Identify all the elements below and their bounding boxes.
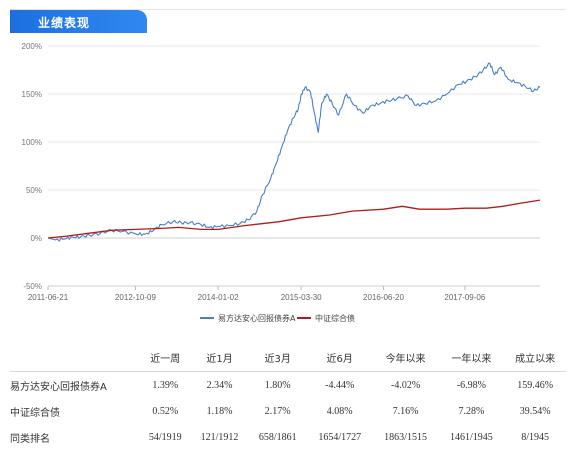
table-cell: -4.02% xyxy=(390,379,421,391)
chart-grid xyxy=(48,45,540,287)
y-tick-label: -50% xyxy=(23,282,42,291)
table-cell: -4.44% xyxy=(325,379,355,391)
y-tick-label: 50% xyxy=(26,186,42,195)
x-tick-label: 2016-06-20 xyxy=(363,293,404,302)
table-cell: 1461/1945 xyxy=(450,431,493,443)
table-cell: -6.98% xyxy=(456,379,487,391)
table-cell: 1.80% xyxy=(264,379,291,391)
performance-chart: -50% 0% 50% 100% 150% 200% 2011-06-21 2012-10-… xyxy=(22,42,541,323)
table-row: 中证综合债 0.52% 1.18% 2.17% 4.08% 7.16% 7.28% 39.54… xyxy=(10,398,566,424)
section-title: 业绩表现 xyxy=(38,16,91,30)
chart-legend: 易方达安心回报债券A 中证综合债 xyxy=(200,313,355,323)
legend-label: 易方达安心回报债券A xyxy=(218,313,296,323)
header-cell-0 xyxy=(10,343,140,372)
section-tab[interactable]: 业绩表现 xyxy=(10,10,147,33)
chart-series xyxy=(47,62,541,242)
header-cell-7: 成立以来 xyxy=(504,343,566,372)
header-cell-1: 近一周 xyxy=(140,343,191,372)
series-line-1 xyxy=(47,199,541,239)
x-tick-label: 2011-06-21 xyxy=(28,293,69,302)
x-tick-label: 2015-03-30 xyxy=(281,293,322,302)
table-cell: 0.52% xyxy=(152,405,179,417)
series-line-0 xyxy=(47,62,541,242)
header-cell-2: 近1月 xyxy=(190,343,249,372)
table-row: 易方达安心回报债券A 1.39% 2.34% 1.80% -4.44% -4.02% -6.… xyxy=(10,372,566,399)
table-cell: 7.28% xyxy=(458,405,485,417)
x-tick-label: 2017-09-06 xyxy=(444,293,485,302)
y-tick-label: 150% xyxy=(22,90,42,99)
table-cell: 7.16% xyxy=(392,405,419,417)
table-cell: 4.08% xyxy=(326,405,353,417)
header-cell-5: 今年以来 xyxy=(372,343,439,372)
y-tick-label: 200% xyxy=(22,42,42,51)
table-cell: 1863/1515 xyxy=(384,431,427,443)
table-cell: 8/1945 xyxy=(521,431,550,443)
header-cell-4: 近6月 xyxy=(306,343,373,372)
table-cell: 2.34% xyxy=(206,379,233,391)
x-tick-label: 2014-01-02 xyxy=(198,293,239,302)
table-cell: 54/1919 xyxy=(148,431,182,443)
header-cell-6: 一年以来 xyxy=(438,343,505,372)
table-cell: 121/1912 xyxy=(200,431,239,443)
row-name: 中证综合债 xyxy=(10,407,60,419)
row-name: 易方达安心回报债券A xyxy=(10,381,107,393)
table-cell: 2.17% xyxy=(264,405,291,417)
table-cell: 1.39% xyxy=(152,379,179,391)
table-cell: 1654/1727 xyxy=(318,431,362,443)
table-cell: 159.46% xyxy=(517,379,554,391)
legend-label: 中证综合债 xyxy=(315,313,355,323)
y-tick-label: 0% xyxy=(30,234,42,243)
row-name: 同类排名 xyxy=(10,433,50,445)
x-axis-ticks: 2011-06-21 2012-10-09 2014-01-02 2015-03-30… xyxy=(28,286,486,302)
performance-table: 近一周 近1月 近3月 近6月 今年以来 一年以来 成立以来 易方达安心回报债券… xyxy=(10,343,566,450)
y-tick-label: 100% xyxy=(22,138,42,147)
y-axis-ticks: -50% 0% 50% 100% 150% 200% xyxy=(22,42,42,291)
section-divider xyxy=(10,9,566,10)
table-row: 同类排名 54/1919 121/1912 658/1861 1654/1727 1863… xyxy=(10,424,566,450)
table-header-row: 近一周 近1月 近3月 近6月 今年以来 一年以来 成立以来 xyxy=(10,343,566,372)
table-cell: 39.54% xyxy=(519,405,551,417)
table-cell: 658/1861 xyxy=(258,431,297,443)
x-tick-label: 2012-10-09 xyxy=(115,293,156,302)
header-cell-3: 近3月 xyxy=(248,343,307,372)
table-cell: 1.18% xyxy=(206,405,233,417)
